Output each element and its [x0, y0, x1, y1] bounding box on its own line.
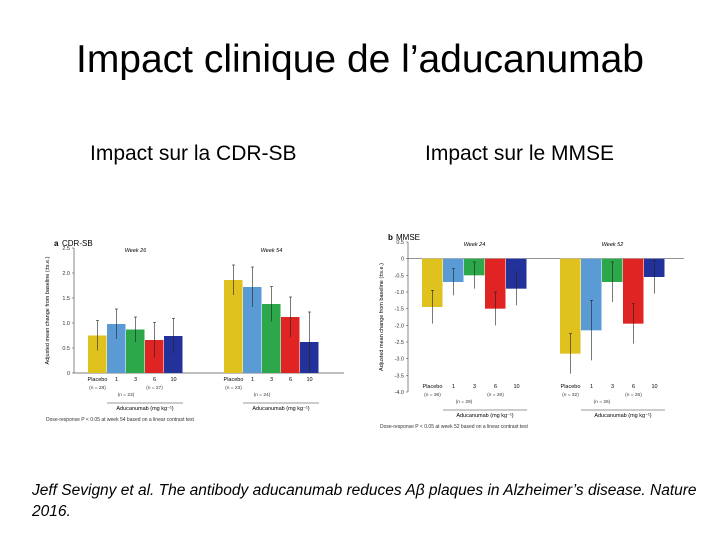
y-tick-label: 1.0 — [62, 321, 70, 327]
cdr-sb-chart: a CDR-SB Adjusted mean change from baselin… — [45, 239, 344, 423]
y-tick-label: 2.5 — [62, 246, 70, 252]
category-label: 10 — [651, 384, 657, 390]
y-tick-label: 1.5 — [62, 296, 70, 302]
y-tick-label: -4.0 — [395, 390, 404, 396]
y-tick-label: -0.5 — [395, 273, 404, 279]
x-axis-label: Aducanumab (mg kg⁻¹) — [116, 406, 173, 412]
category-label: Placebo — [561, 384, 581, 390]
citation: Jeff Sevigny et al. The antibody aducanu… — [32, 482, 697, 520]
n-label: (n = 23) — [225, 385, 242, 391]
category-label: 6 — [153, 377, 156, 383]
chart-footnote: Dose-response P < 0.05 at week 52 based … — [380, 424, 529, 430]
x-axis-label: Aducanumab (mg kg⁻¹) — [594, 413, 651, 419]
category-label: 1 — [115, 377, 118, 383]
bar — [243, 287, 262, 373]
category-label: Placebo — [88, 377, 108, 383]
n-label: (n = 29) — [456, 399, 473, 405]
category-label: 3 — [270, 377, 273, 383]
y-tick-label: 0 — [67, 371, 70, 377]
chart-footnote: Dose-response P < 0.05 at week 54 based … — [46, 417, 195, 423]
category-label: 1 — [452, 384, 455, 390]
category-label: Placebo — [224, 377, 244, 383]
group-label: Week 54 — [261, 248, 283, 254]
y-tick-label: 0.5 — [396, 240, 404, 246]
y-axis-label: Adjusted mean change from baseline (±s.e… — [379, 263, 385, 371]
n-label: (n = 28) — [89, 385, 106, 391]
panel-letter: a — [54, 239, 59, 248]
y-tick-label: -1.0 — [395, 290, 404, 296]
category-label: 1 — [251, 377, 254, 383]
bar — [107, 324, 126, 373]
y-axis-label: Adjusted mean change from baseline (±s.e… — [45, 256, 51, 364]
bar — [164, 336, 183, 373]
category-label: 10 — [170, 377, 176, 383]
category-label: 10 — [306, 377, 312, 383]
bar — [126, 329, 145, 373]
bar — [560, 258, 581, 354]
n-label: (n = 32) — [562, 392, 579, 398]
group-label: Week 24 — [464, 242, 486, 248]
x-axis-label: Aducanumab (mg kg⁻¹) — [456, 413, 513, 419]
bar — [281, 317, 300, 373]
category-label: 3 — [134, 377, 137, 383]
n-label: (n = 26) — [625, 392, 642, 398]
y-tick-label: 0.5 — [62, 346, 70, 352]
n-label: (n = 26) — [487, 392, 504, 398]
mmse-chart: b MMSE Adjusted mean change from baseline … — [379, 233, 684, 430]
group-label: Week 26 — [125, 248, 148, 254]
category-label: 3 — [473, 384, 476, 390]
subtitle-cdr-sb: Impact sur la CDR-SB — [90, 142, 297, 165]
category-label: 10 — [513, 384, 519, 390]
category-label: 6 — [289, 377, 292, 383]
bar — [262, 304, 281, 373]
category-label: 6 — [494, 384, 497, 390]
slide-title: Impact clinique de l’aducanumab — [75, 38, 644, 81]
bar — [422, 258, 443, 307]
y-tick-label: 0 — [401, 257, 404, 263]
category-label: 3 — [611, 384, 614, 390]
panel-title: MMSE — [396, 233, 420, 242]
y-tick-label: -1.5 — [395, 307, 404, 313]
category-label: 1 — [590, 384, 593, 390]
bar — [623, 258, 644, 324]
n-label: (n = 27) — [146, 385, 163, 391]
category-label: 6 — [632, 384, 635, 390]
n-label: (n = 26) — [594, 399, 611, 405]
bar — [485, 258, 506, 309]
y-tick-label: 2.0 — [62, 271, 70, 277]
group-label: Week 52 — [602, 242, 624, 248]
y-tick-label: -3.0 — [395, 357, 404, 363]
y-tick-label: -2.5 — [395, 340, 404, 346]
panel-letter: b — [388, 233, 393, 242]
n-label: (n = 24) — [254, 392, 271, 398]
y-tick-label: -2.0 — [395, 323, 404, 329]
category-label: Placebo — [423, 384, 443, 390]
n-label: (n = 36) — [424, 392, 441, 398]
bar — [224, 280, 243, 373]
subtitle-mmse: Impact sur le MMSE — [425, 142, 615, 165]
bar — [88, 335, 107, 373]
x-axis-label: Aducanumab (mg kg⁻¹) — [252, 406, 309, 412]
bar — [581, 258, 602, 331]
panel-title: CDR-SB — [62, 239, 93, 248]
n-label: (n = 23) — [118, 392, 135, 398]
y-tick-label: -3.5 — [395, 373, 404, 379]
